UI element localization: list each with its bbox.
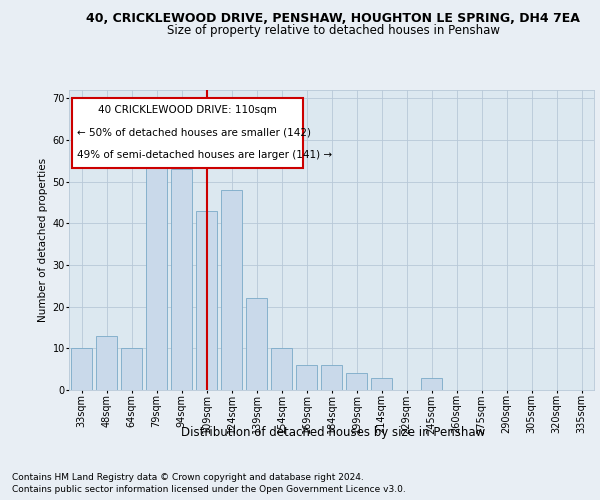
Text: Contains public sector information licensed under the Open Government Licence v3: Contains public sector information licen… [12,485,406,494]
Bar [71,98,302,168]
Bar [96,336,117,390]
Bar [371,378,392,390]
Bar [271,348,292,390]
Text: 40, CRICKLEWOOD DRIVE, PENSHAW, HOUGHTON LE SPRING, DH4 7EA: 40, CRICKLEWOOD DRIVE, PENSHAW, HOUGHTON… [86,12,580,26]
Bar [346,374,367,390]
Text: 49% of semi-detached houses are larger (141) →: 49% of semi-detached houses are larger (… [77,150,332,160]
Bar [121,348,142,390]
Text: Size of property relative to detached houses in Penshaw: Size of property relative to detached ho… [167,24,500,37]
Bar [196,211,217,390]
Y-axis label: Number of detached properties: Number of detached properties [38,158,48,322]
Bar [321,365,342,390]
Bar [146,161,167,390]
Bar [246,298,267,390]
Bar [71,348,92,390]
Text: ← 50% of detached houses are smaller (142): ← 50% of detached houses are smaller (14… [77,128,311,138]
Bar [421,378,442,390]
Bar [171,169,192,390]
Text: 40 CRICKLEWOOD DRIVE: 110sqm: 40 CRICKLEWOOD DRIVE: 110sqm [98,105,277,115]
Bar [296,365,317,390]
Text: Distribution of detached houses by size in Penshaw: Distribution of detached houses by size … [181,426,485,439]
Bar [221,190,242,390]
Text: Contains HM Land Registry data © Crown copyright and database right 2024.: Contains HM Land Registry data © Crown c… [12,472,364,482]
